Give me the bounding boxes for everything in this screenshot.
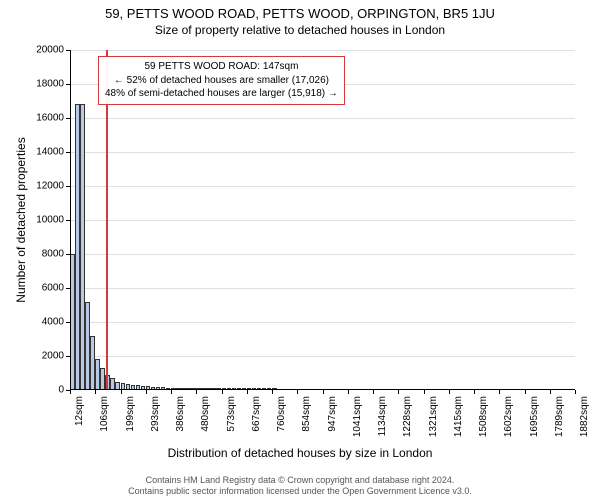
x-tick-mark bbox=[121, 390, 122, 394]
x-tick-mark bbox=[146, 390, 147, 394]
x-tick-label: 667sqm bbox=[251, 396, 262, 432]
y-tick-label: 10000 bbox=[36, 215, 64, 226]
y-tick-mark bbox=[66, 50, 70, 51]
y-tick-label: 20000 bbox=[36, 45, 64, 56]
histogram-bar bbox=[85, 302, 90, 390]
histogram-bar bbox=[90, 336, 95, 390]
y-tick-label: 8000 bbox=[42, 249, 64, 260]
x-tick-mark bbox=[474, 390, 475, 394]
x-tick-mark bbox=[272, 390, 273, 394]
x-tick-label: 1882sqm bbox=[579, 396, 590, 437]
x-tick-label: 386sqm bbox=[175, 396, 186, 432]
y-axis-line bbox=[70, 50, 71, 390]
y-tick-mark bbox=[66, 220, 70, 221]
y-tick-label: 18000 bbox=[36, 79, 64, 90]
chart-subtitle: Size of property relative to detached ho… bbox=[0, 21, 600, 37]
y-tick-mark bbox=[66, 84, 70, 85]
x-axis-label: Distribution of detached houses by size … bbox=[168, 446, 433, 460]
y-tick-label: 16000 bbox=[36, 113, 64, 124]
x-tick-mark bbox=[196, 390, 197, 394]
x-tick-mark bbox=[247, 390, 248, 394]
x-tick-label: 854sqm bbox=[301, 396, 312, 432]
grid-line bbox=[70, 254, 575, 255]
grid-line bbox=[70, 356, 575, 357]
attribution-line-1: Contains HM Land Registry data © Crown c… bbox=[128, 475, 472, 487]
y-tick-label: 12000 bbox=[36, 181, 64, 192]
histogram-bar bbox=[75, 104, 80, 390]
grid-line bbox=[70, 288, 575, 289]
y-tick-mark bbox=[66, 254, 70, 255]
attribution: Contains HM Land Registry data © Crown c… bbox=[128, 475, 472, 498]
y-tick-mark bbox=[66, 356, 70, 357]
grid-line bbox=[70, 186, 575, 187]
y-tick-label: 0 bbox=[58, 385, 64, 396]
grid-line bbox=[70, 118, 575, 119]
y-tick-mark bbox=[66, 322, 70, 323]
y-tick-label: 6000 bbox=[42, 283, 64, 294]
grid-line bbox=[70, 50, 575, 51]
annotation-box: 59 PETTS WOOD ROAD: 147sqm ← 52% of deta… bbox=[98, 56, 345, 105]
x-tick-label: 573sqm bbox=[226, 396, 237, 432]
x-tick-label: 1695sqm bbox=[529, 396, 540, 437]
x-tick-label: 480sqm bbox=[200, 396, 211, 432]
y-tick-mark bbox=[66, 152, 70, 153]
x-tick-label: 947sqm bbox=[327, 396, 338, 432]
annotation-line-3: 48% of semi-detached houses are larger (… bbox=[105, 87, 338, 101]
x-tick-mark bbox=[424, 390, 425, 394]
x-tick-label: 293sqm bbox=[150, 396, 161, 432]
x-tick-label: 12sqm bbox=[74, 396, 85, 426]
x-tick-mark bbox=[297, 390, 298, 394]
grid-line bbox=[70, 220, 575, 221]
x-tick-mark bbox=[575, 390, 576, 394]
x-tick-label: 1602sqm bbox=[503, 396, 514, 437]
x-tick-mark bbox=[449, 390, 450, 394]
x-tick-label: 1789sqm bbox=[554, 396, 565, 437]
x-tick-label: 1041sqm bbox=[352, 396, 363, 437]
plot-area: 0200040006000800010000120001400016000180… bbox=[70, 50, 575, 390]
x-tick-label: 199sqm bbox=[125, 396, 136, 432]
histogram-bar bbox=[100, 368, 105, 390]
x-tick-mark bbox=[95, 390, 96, 394]
x-tick-label: 106sqm bbox=[99, 396, 110, 432]
grid-line bbox=[70, 322, 575, 323]
x-tick-label: 1415sqm bbox=[453, 396, 464, 437]
x-tick-mark bbox=[525, 390, 526, 394]
x-tick-mark bbox=[323, 390, 324, 394]
x-tick-mark bbox=[398, 390, 399, 394]
chart-container: 59, PETTS WOOD ROAD, PETTS WOOD, ORPINGT… bbox=[0, 0, 600, 500]
y-tick-label: 2000 bbox=[42, 351, 64, 362]
x-tick-mark bbox=[499, 390, 500, 394]
annotation-line-2: ← 52% of detached houses are smaller (17… bbox=[105, 74, 338, 88]
attribution-line-2: Contains public sector information licen… bbox=[128, 486, 472, 498]
histogram-bar bbox=[80, 104, 85, 390]
x-tick-label: 1321sqm bbox=[428, 396, 439, 437]
x-tick-label: 1508sqm bbox=[478, 396, 489, 437]
y-tick-mark bbox=[66, 118, 70, 119]
x-tick-mark bbox=[70, 390, 71, 394]
x-tick-label: 1228sqm bbox=[402, 396, 413, 437]
x-tick-mark bbox=[550, 390, 551, 394]
y-axis-label: Number of detached properties bbox=[14, 137, 28, 302]
y-tick-label: 14000 bbox=[36, 147, 64, 158]
grid-line bbox=[70, 152, 575, 153]
x-tick-mark bbox=[222, 390, 223, 394]
y-tick-mark bbox=[66, 288, 70, 289]
x-tick-label: 1134sqm bbox=[377, 396, 388, 436]
x-tick-mark bbox=[373, 390, 374, 394]
x-tick-mark bbox=[348, 390, 349, 394]
y-tick-label: 4000 bbox=[42, 317, 64, 328]
x-tick-label: 760sqm bbox=[276, 396, 287, 432]
annotation-line-1: 59 PETTS WOOD ROAD: 147sqm bbox=[105, 60, 338, 74]
histogram-bar bbox=[95, 359, 100, 390]
x-tick-mark bbox=[171, 390, 172, 394]
chart-title: 59, PETTS WOOD ROAD, PETTS WOOD, ORPINGT… bbox=[0, 0, 600, 21]
y-tick-mark bbox=[66, 186, 70, 187]
